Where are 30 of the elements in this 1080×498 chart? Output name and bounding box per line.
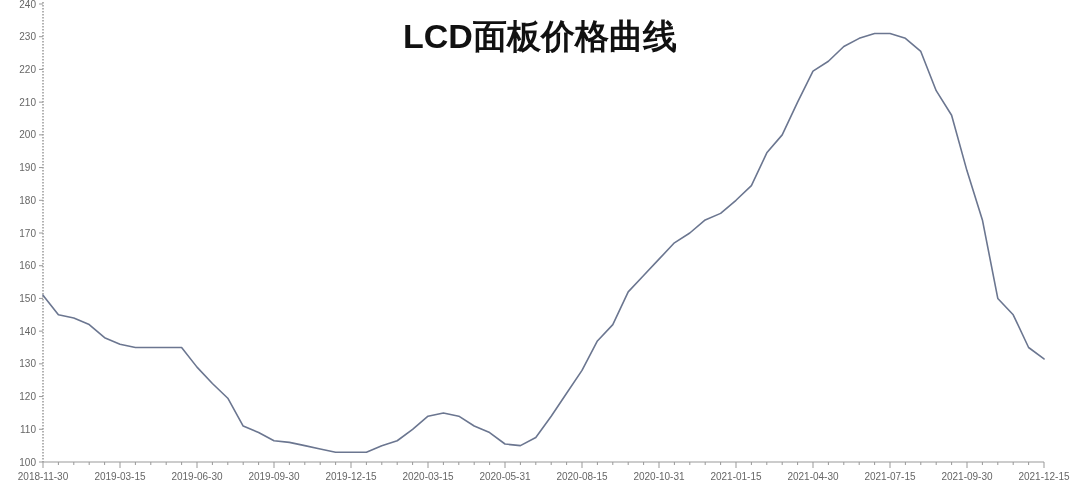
x-tick-label: 2019-09-30 bbox=[248, 471, 301, 482]
x-tick-label: 2021-09-30 bbox=[941, 471, 994, 482]
y-tick-label: 220 bbox=[19, 63, 37, 75]
x-tick-label: 2019-03-15 bbox=[94, 471, 147, 482]
y-tick-label: 230 bbox=[19, 31, 37, 43]
x-tick-label: 2021-07-15 bbox=[864, 471, 917, 482]
y-tick-label: 190 bbox=[19, 162, 37, 174]
y-tick-label: 240 bbox=[19, 0, 37, 10]
chart-title: LCD面板价格曲线 bbox=[403, 17, 677, 55]
y-tick-label: 100 bbox=[19, 456, 37, 468]
y-tick-label: 120 bbox=[19, 391, 37, 403]
x-tick-label: 2020-10-31 bbox=[633, 471, 686, 482]
x-tick-label: 2019-12-15 bbox=[325, 471, 378, 482]
y-tick-label: 180 bbox=[19, 194, 37, 206]
y-tick-label: 160 bbox=[19, 260, 37, 272]
y-tick-label: 170 bbox=[19, 227, 37, 239]
x-tick-label: 2018-11-30 bbox=[17, 471, 69, 482]
x-tick-label: 2020-05-31 bbox=[479, 471, 532, 482]
y-tick-label: 210 bbox=[19, 96, 37, 108]
x-tick-label: 2021-01-15 bbox=[710, 471, 763, 482]
y-tick-label: 150 bbox=[19, 292, 37, 304]
y-tick-label: 200 bbox=[19, 129, 37, 141]
y-tick-label: 110 bbox=[20, 423, 37, 435]
x-tick-label: 2020-08-15 bbox=[556, 471, 609, 482]
y-tick-label: 130 bbox=[19, 358, 37, 370]
x-tick-label: 2021-12-15 bbox=[1018, 471, 1071, 482]
x-tick-label: 2020-03-15 bbox=[402, 471, 455, 482]
y-tick-label: 140 bbox=[19, 325, 37, 337]
x-tick-label: 2019-06-30 bbox=[171, 471, 224, 482]
x-tick-label: 2021-04-30 bbox=[787, 471, 840, 482]
